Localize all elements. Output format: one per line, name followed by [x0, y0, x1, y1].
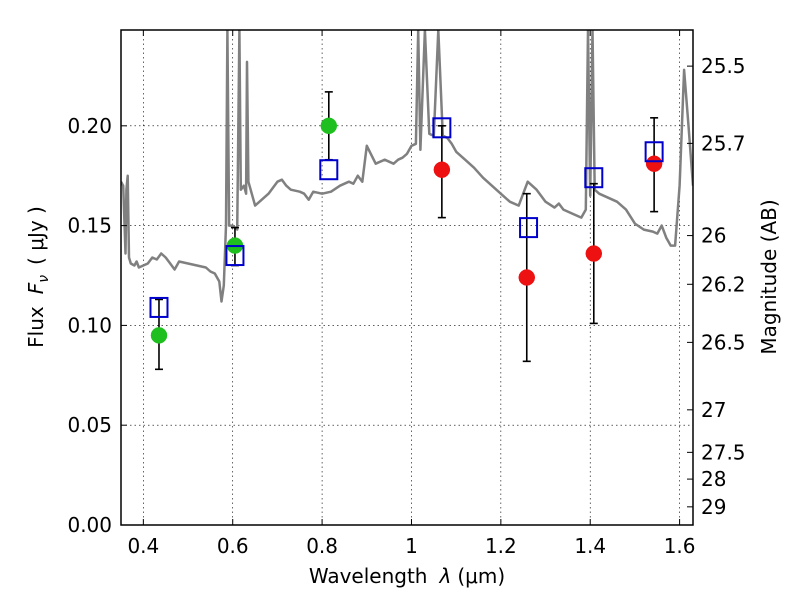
y2-tick-label: 25.7 [701, 131, 746, 155]
x-tick-label: 0.6 [217, 534, 249, 558]
model-photometry-square [319, 159, 339, 181]
model-photometry-square [644, 141, 664, 163]
y-tick-label: 0.05 [67, 413, 112, 437]
y2-tick-label: 27.5 [701, 440, 746, 464]
flux-point [433, 161, 451, 178]
y2-tick-label: 26.2 [701, 272, 746, 296]
x-axis-title: Wavelength λ (μm) [309, 564, 505, 588]
data-layer [121, 30, 693, 371]
flux-point [320, 117, 338, 135]
x-tick-label: 0.4 [127, 534, 159, 558]
y-tick-label: 0.20 [67, 114, 112, 138]
model-photometry-square [149, 296, 169, 318]
x-tick-label: 1 [405, 534, 418, 558]
y-axis-title: FluxFν( μJy ) [24, 206, 52, 348]
x-tick-label: 1.4 [574, 534, 606, 558]
grid [121, 30, 693, 526]
ticks: 0.4 0.6 0.8 1 1.2 1.4 1.6 0.00 0.05 0.10 0.15 0.20 2… [67, 30, 746, 558]
y2-tick-label: 25.5 [701, 54, 746, 78]
plot-background [121, 30, 693, 525]
flux-point [645, 155, 663, 172]
y2-axis-title: Magnitude (AB) [757, 199, 781, 354]
x-tick-label: 0.8 [306, 534, 338, 558]
spectrum-line [121, 30, 693, 303]
x-tick-label: 1.6 [664, 534, 696, 558]
model-photometry-square [432, 117, 452, 139]
model-photometry-square [519, 217, 539, 239]
y-tick-label: 0.00 [67, 513, 112, 537]
model-photometry-square [584, 167, 604, 189]
y2-tick-label: 27 [701, 398, 726, 422]
y2-tick-label: 26.5 [701, 330, 746, 354]
y-tick-label: 0.15 [67, 214, 112, 238]
flux-point [585, 245, 603, 262]
y-tick-label: 0.10 [67, 313, 112, 337]
flux-point [150, 327, 168, 344]
flux-point [518, 269, 536, 286]
y2-tick-label: 26 [701, 224, 726, 248]
x-tick-label: 1.2 [485, 534, 517, 558]
model-photometry-square [225, 245, 245, 267]
y2-tick-label: 29 [701, 495, 726, 519]
y2-tick-label: 28 [701, 467, 726, 491]
plot-frame [120, 29, 694, 526]
